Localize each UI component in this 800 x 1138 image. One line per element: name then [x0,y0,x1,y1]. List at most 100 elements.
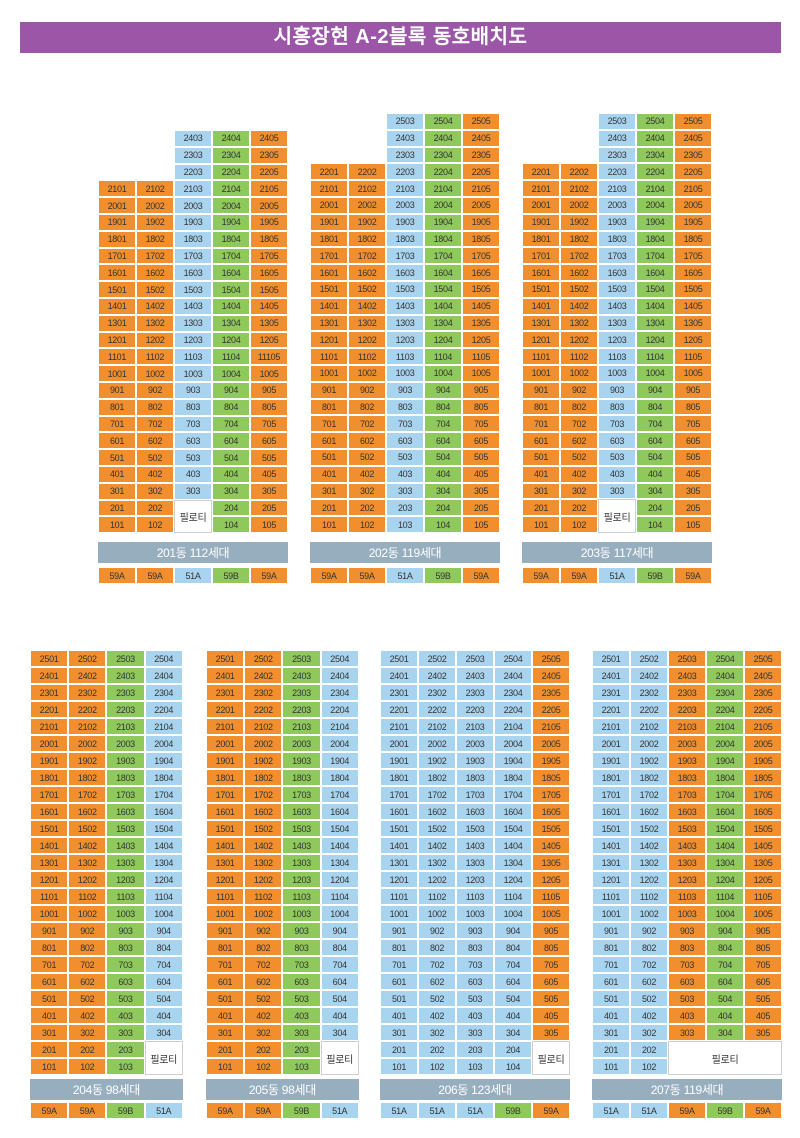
unit-cell: 202 [68,1041,107,1058]
unit-cell: 2201 [310,163,348,181]
unit-cell: 1603 [598,264,636,281]
unit-cell: 1802 [630,769,668,786]
unit-cell: 2305 [532,684,570,701]
unit-cell: 1902 [348,213,386,231]
unit-type-cell: 59A [98,567,136,584]
unit-cell: 1503 [598,281,636,298]
unit-cell: 101 [310,516,348,533]
unit-cell: 1702 [630,786,668,803]
unit-type-cell: 51A [144,1102,183,1119]
unit-cell: 503 [668,990,706,1007]
unit-cell: 603 [174,432,212,450]
unit-cell: 202 [348,499,386,517]
unit-cell: 1104 [706,888,744,905]
unit-cell: 604 [494,973,532,990]
unit-cell: 1403 [386,297,424,315]
unit-cell: 1304 [494,854,532,871]
unit-cell: 704 [144,956,183,973]
unit-cell: 2202 [630,701,668,718]
unit-type-cell: 59A [250,567,288,584]
unit-cell: 1605 [532,803,570,820]
unit-cell: 1002 [418,905,456,922]
unit-cell: 1104 [424,348,462,365]
unit-cell: 1301 [30,854,69,871]
unit-cell: 2303 [456,684,494,701]
unit-cell: 1301 [98,314,136,332]
unit-cell: 2002 [560,197,598,214]
unit-cell: 1202 [68,871,107,888]
unit-cell: 2002 [348,197,386,214]
unit-cell: 1002 [348,365,386,382]
unit-cell: 1205 [250,331,288,349]
unit-cell: 702 [136,415,174,433]
unit-cell: 1102 [418,888,456,905]
unit-type-cell: 59A [136,567,174,584]
unit-cell: 1001 [310,365,348,382]
unit-cell: 2201 [206,701,245,718]
unit-cell: 1205 [532,871,570,888]
unit-cell: 502 [244,990,283,1007]
unit-cell: 2004 [144,735,183,752]
unit-cell: 1201 [522,331,560,349]
unit-cell: 1903 [174,214,212,231]
unit-cell: 904 [320,922,359,939]
unit-cell: 2401 [592,667,630,684]
unit-cell: 2203 [598,163,636,181]
unit-cell: 301 [310,482,348,500]
unit-cell: 1501 [380,820,418,837]
unit-cell: 804 [494,939,532,956]
unit-cell: 2203 [456,701,494,718]
unit-cell: 2305 [744,684,782,701]
unit-cell: 1202 [244,871,283,888]
unit-cell: 2002 [136,197,174,214]
unit-cell: 602 [244,973,283,990]
unit-type-cell: 59B [106,1102,145,1119]
unit-cell: 705 [532,956,570,973]
unit-cell: 1401 [310,297,348,315]
unit-cell: 2405 [532,667,570,684]
unit-cell: 1305 [744,854,782,871]
unit-cell: 1001 [98,365,136,382]
unit-cell: 1102 [68,888,107,905]
unit-cell: 1201 [98,331,136,349]
unit-cell: 803 [668,939,706,956]
unit-cell: 1604 [212,264,250,282]
unit-cell: 1305 [674,314,712,332]
unit-cell: 1401 [380,837,418,854]
unit-cell: 202 [630,1041,668,1058]
unit-cell: 2301 [206,684,245,701]
unit-cell: 1602 [136,264,174,282]
unit-cell: 603 [282,973,321,990]
unit-cell: 2504 [144,650,183,667]
unit-cell: 2503 [282,650,321,667]
unit-cell: 1101 [98,348,136,366]
unit-cell: 1103 [282,888,321,905]
unit-cell: 1803 [106,769,145,786]
unit-cell: 301 [592,1024,630,1041]
unit-cell: 403 [598,465,636,483]
unit-cell: 1504 [424,281,462,298]
unit-cell: 101 [592,1058,630,1075]
unit-cell: 1705 [250,247,288,265]
unit-cell: 1902 [244,752,283,769]
unit-cell: 305 [744,1024,782,1041]
unit-cell: 1801 [206,769,245,786]
unit-cell: 2404 [212,130,250,147]
unit-cell: 1502 [348,281,386,298]
unit-cell: 1002 [244,905,283,922]
unit-cell: 1504 [636,281,674,298]
unit-cell: 101 [206,1058,245,1075]
unit-cell: 2002 [418,735,456,752]
unit-cell: 201 [522,499,560,517]
unit-cell: 1701 [98,247,136,265]
pilotis-cell: 필로티 [668,1041,782,1075]
unit-cell: 303 [174,482,212,500]
unit-cell: 704 [212,415,250,433]
unit-cell: 1405 [462,297,500,315]
unit-cell: 1103 [598,348,636,365]
unit-cell: 2003 [386,197,424,214]
unit-cell: 102 [244,1058,283,1075]
unit-cell: 201 [30,1041,69,1058]
unit-cell: 404 [212,466,250,483]
unit-cell: 203 [456,1041,494,1058]
